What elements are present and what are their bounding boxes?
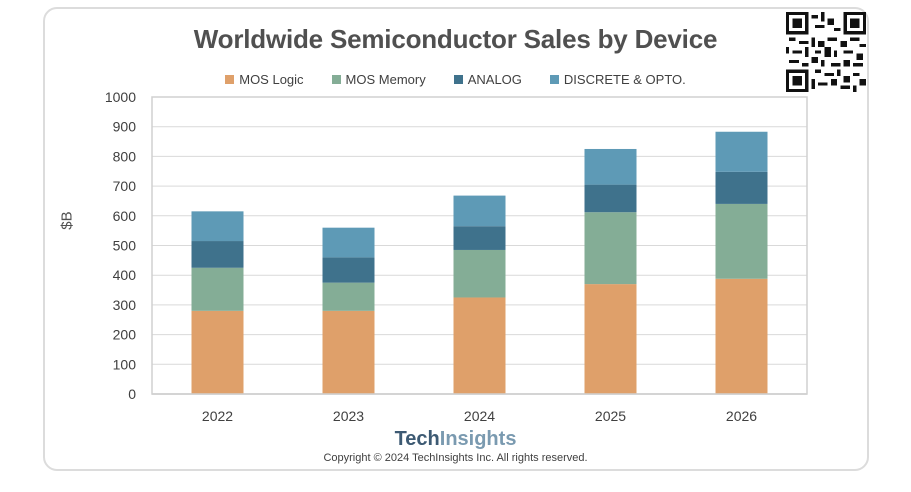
x-tick-label: 2026 (726, 408, 757, 424)
bar-2025-mos-memory (584, 212, 637, 285)
brand-bold: Tech (394, 428, 440, 450)
y-tick-label: 500 (113, 238, 137, 254)
y-tick-label: 900 (113, 119, 137, 135)
bar-2026-analog (715, 171, 768, 204)
legend-item-discrete-opto: DISCRETE & OPTO. (549, 72, 686, 87)
y-tick-label: 700 (113, 178, 137, 194)
legend-item-mos-memory: MOS Memory (331, 72, 426, 87)
legend-swatch-mos-memory (331, 75, 341, 84)
brand-light: Insights (439, 428, 517, 450)
bar-2026-mos-memory (715, 203, 768, 279)
copyright-notice: Copyright © 2024 TechInsights Inc. All r… (323, 452, 588, 464)
legend-label: MOS Logic (239, 72, 304, 87)
x-tick-label: 2022 (202, 408, 233, 424)
bar-2026-mos-logic (715, 278, 768, 394)
plot-area-frame (151, 96, 808, 395)
y-tick-label: 1000 (105, 89, 136, 105)
legend-label: DISCRETE & OPTO. (563, 72, 686, 87)
y-tick-label: 200 (113, 327, 137, 343)
y-tick-label: 0 (128, 386, 136, 402)
bar-2025-analog (584, 184, 637, 213)
x-tick-label: 2025 (595, 408, 626, 424)
bar-2024-mos-memory (453, 249, 506, 298)
y-tick-labels: 0 100 200 300 400 500 600 700 800 900 1000 (105, 89, 136, 402)
bar-2022-analog (191, 241, 244, 268)
x-tick-label: 2024 (464, 408, 495, 424)
bar-2023-mos-memory (322, 282, 375, 311)
y-tick-label: 600 (113, 208, 137, 224)
legend-swatch-mos-logic (225, 75, 235, 84)
techinsights-logo: TechInsights (0, 428, 911, 451)
legend-item-analog: ANALOG (453, 72, 522, 87)
y-tick-label: 800 (113, 148, 137, 164)
bar-2025-discrete-opto (584, 148, 637, 185)
y-tick-label: 300 (113, 297, 137, 313)
legend-label: MOS Memory (345, 72, 426, 87)
bar-2022-mos-logic (191, 310, 244, 394)
x-tick-labels: 2022 2023 2024 2025 2026 (202, 408, 757, 424)
bar-2023-analog (322, 257, 375, 283)
bar-2025-mos-logic (584, 284, 637, 394)
bar-2023-mos-logic (322, 310, 375, 394)
bar-2024-analog (453, 226, 506, 250)
bars (191, 131, 768, 394)
bar-2024-mos-logic (453, 297, 506, 394)
bar-2022-discrete-opto (191, 211, 244, 242)
chart-legend: MOS Logic MOS Memory ANALOG DISCRETE & O… (0, 72, 911, 87)
y-tick-label: 100 (113, 356, 137, 372)
bar-2023-discrete-opto (322, 227, 375, 258)
legend-label: ANALOG (467, 72, 522, 87)
bar-2024-discrete-opto (453, 195, 506, 227)
legend-item-mos-logic: MOS Logic (225, 72, 304, 87)
bar-2026-discrete-opto (715, 131, 768, 172)
bar-2022-mos-memory (191, 267, 244, 311)
chart-title: Worldwide Semiconductor Sales by Device (193, 24, 718, 54)
qr-code-icon[interactable] (786, 12, 866, 92)
x-tick-label: 2023 (333, 408, 364, 424)
y-tick-label: 400 (113, 267, 137, 283)
legend-swatch-discrete-opto (549, 75, 559, 84)
legend-swatch-analog (453, 75, 463, 84)
